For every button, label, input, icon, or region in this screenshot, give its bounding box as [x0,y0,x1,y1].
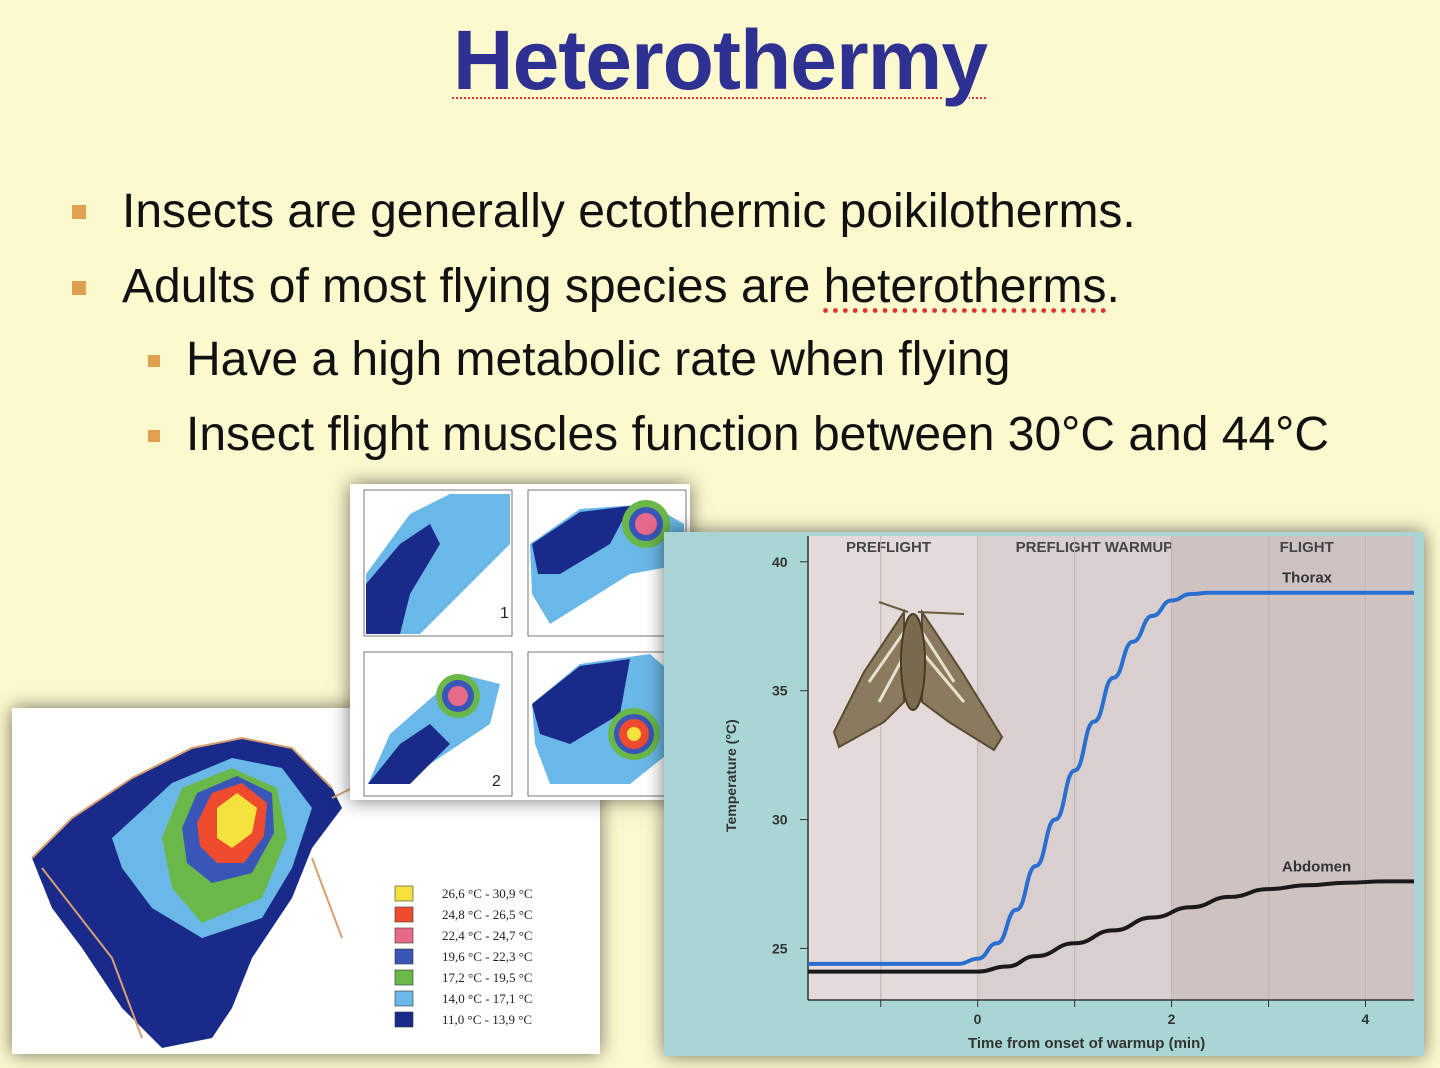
bullet-marker [72,205,86,219]
thermal-frame-4: 4 [527,651,687,797]
frame-number: 1 [500,605,509,622]
series-line-abdomen [808,879,1414,974]
legend-label: 26,6 °C - 30,9 °C [442,886,533,901]
legend-label: 22,4 °C - 24,7 °C [442,928,533,943]
series-label: Abdomen [1282,858,1351,875]
phase-region [808,536,978,1000]
bullet-marker [72,281,86,295]
y-axis-label: Temperature (°C) [723,719,739,832]
legend-swatch [394,885,414,902]
moth-thermal-shape [31,736,373,1048]
phase-region [1171,536,1414,1000]
bullet-text: Insects are generally ectothermic poikil… [122,185,1136,238]
y-tick-label: 35 [772,683,788,699]
legend-label: 24,8 °C - 26,5 °C [442,907,533,922]
slide-title: Heterothermy [452,13,988,107]
phase-label: PREFLIGHT WARMUP [1016,539,1173,556]
thermal-frame-1: 1 [363,489,513,637]
chart-svg: PREFLIGHT PREFLIGHT WARMUP FLIGHT 25303540… [723,536,1414,1052]
legend-swatch [394,906,414,923]
x-tick-label: 0 [974,1011,982,1027]
legend-swatch [394,948,414,965]
legend-label: 11,0 °C - 13,9 °C [442,1012,532,1027]
legend-swatch [394,1011,414,1028]
spellcheck-word: heterotherms [823,260,1107,313]
frame-number: 2 [492,773,501,790]
phase-label: FLIGHT [1280,539,1334,556]
legend-label: 19,6 °C - 22,3 °C [442,949,533,964]
legend-swatch [394,969,414,986]
phase-label: PREFLIGHT [846,539,931,556]
moth-illustration [832,601,1004,752]
legend-label: 14,0 °C - 17,1 °C [442,991,533,1006]
bullet-text: Adults of most flying species are hetero… [122,260,1120,313]
legend-swatch [394,927,414,944]
series-label: Thorax [1282,570,1333,587]
x-axis-label: Time from onset of warmup (min) [968,1035,1205,1052]
series-line-thorax [808,590,1414,966]
x-tick-label: 2 [1168,1011,1176,1027]
sub-bullet-marker [148,355,160,367]
thermal-sequence-grid: 1 3 2 [350,484,690,800]
thermal-frame-2: 2 [363,651,513,797]
sub-bullet-text: Have a high metabolic rate when flying [186,333,1011,386]
sub-bullet-marker [148,430,160,442]
y-tick-label: 25 [772,940,788,956]
thermal-frame-3: 3 [527,489,687,637]
legend-label: 17,2 °C - 19,5 °C [442,970,533,985]
sub-bullet-text: Insect flight muscles function between 3… [186,408,1330,461]
legend-swatch [394,990,414,1007]
y-tick-label: 40 [772,554,788,570]
thermal-legend: 26,6 °C - 30,9 °C 24,8 °C - 26,5 °C 22,4 °… [394,885,533,1028]
y-tick-label: 30 [772,812,788,828]
temperature-chart: PREFLIGHT PREFLIGHT WARMUP FLIGHT 25 30 35 40… [664,532,1424,1056]
x-tick-label: 4 [1362,1011,1370,1027]
